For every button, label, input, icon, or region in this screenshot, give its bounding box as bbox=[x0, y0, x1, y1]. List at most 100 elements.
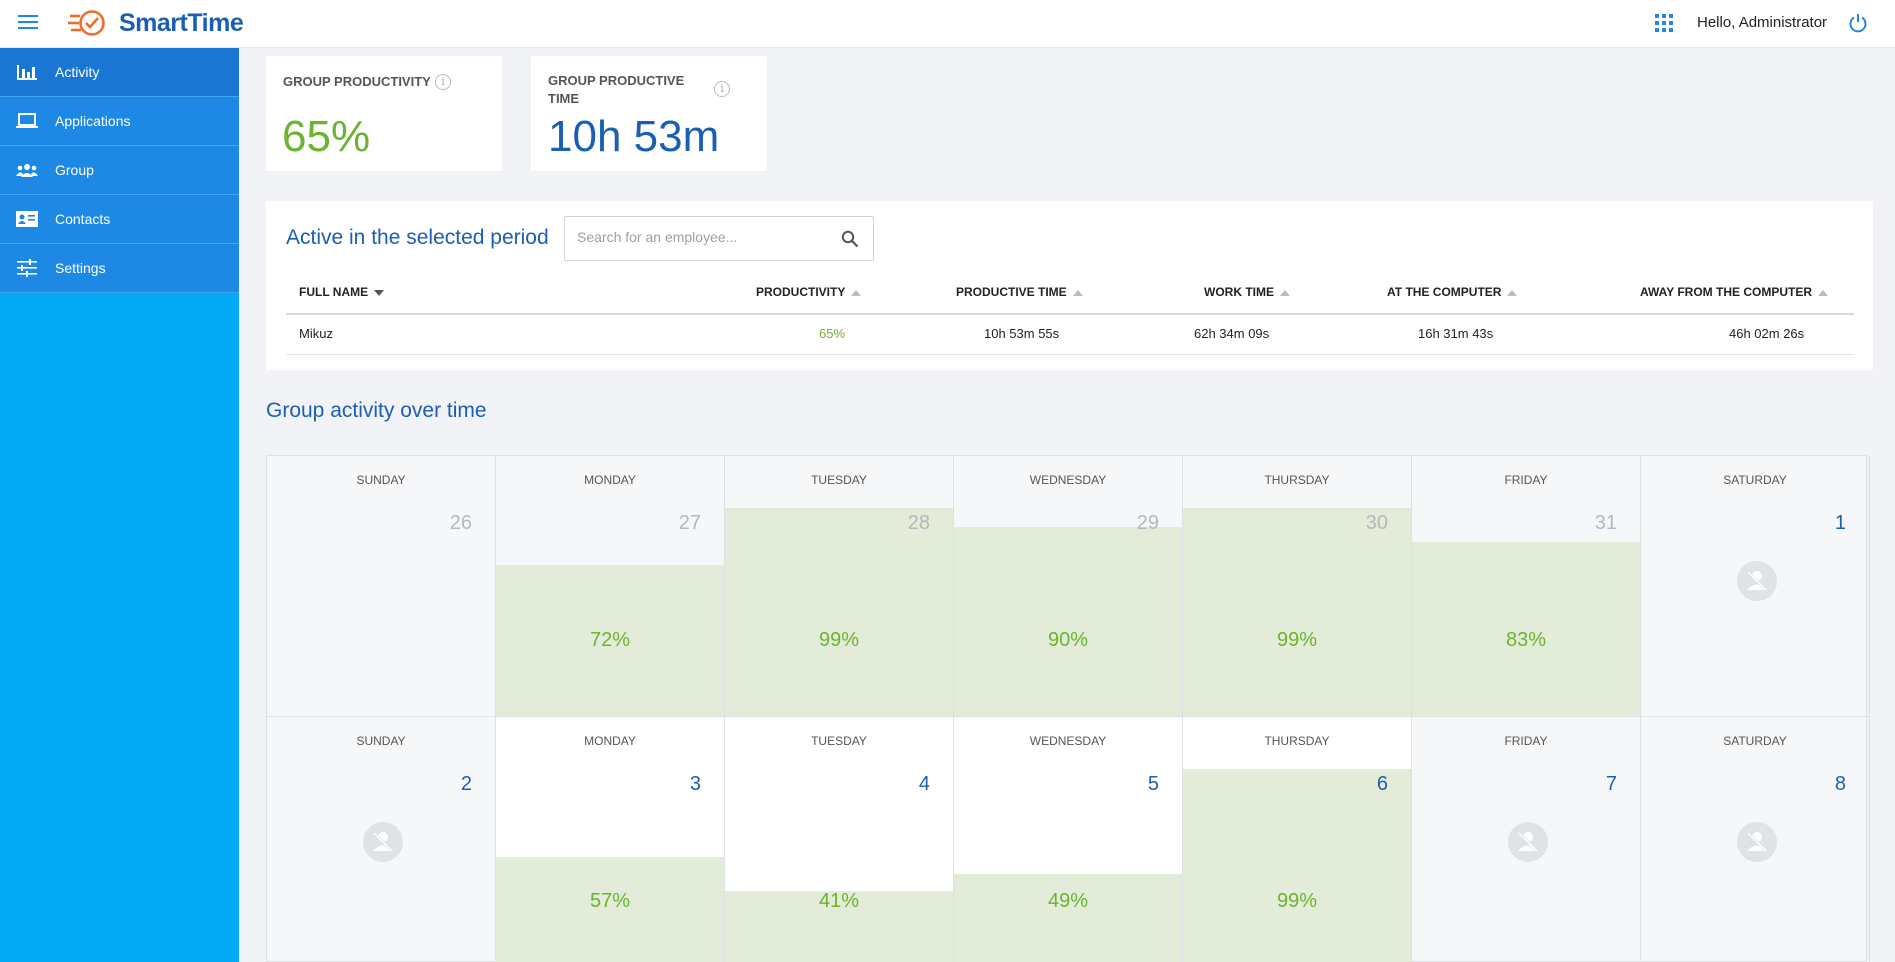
calendar-day-cell[interactable]: FRIDAY 31 83% bbox=[1412, 456, 1641, 717]
info-icon[interactable]: i bbox=[714, 81, 730, 97]
sidebar-item-label: Group bbox=[55, 162, 94, 178]
calendar-day-name: TUESDAY bbox=[811, 734, 867, 748]
calendar-day-cell[interactable]: TUESDAY 28 99% bbox=[725, 456, 954, 717]
productivity-fill bbox=[725, 891, 953, 962]
calendar-day-cell[interactable]: SATURDAY 8 bbox=[1641, 717, 1870, 962]
productivity-fill bbox=[1412, 542, 1640, 716]
calendar-day-name: THURSDAY bbox=[1264, 473, 1330, 487]
calendar-day-number: 8 bbox=[1834, 773, 1846, 795]
sort-asc-icon bbox=[851, 289, 862, 296]
calendar-day-name: FRIDAY bbox=[1504, 473, 1548, 487]
employee-search bbox=[564, 216, 874, 261]
calendar-day-name: SATURDAY bbox=[1723, 473, 1787, 487]
sidebar-item-contacts[interactable]: Contacts bbox=[0, 195, 239, 244]
sidebar-item-group[interactable]: Group bbox=[0, 146, 239, 195]
cell-productive-time: 10h 53m 55s bbox=[984, 326, 1060, 341]
sidebar-item-label: Applications bbox=[55, 113, 131, 129]
calendar-day-number: 2 bbox=[460, 773, 472, 795]
column-header-work-time[interactable]: WORK TIME bbox=[1204, 285, 1290, 299]
sidebar-item-label: Settings bbox=[55, 260, 106, 276]
productivity-fill bbox=[496, 857, 724, 962]
calendar-day-cell[interactable]: MONDAY 3 57% bbox=[496, 717, 725, 962]
calendar-day-cell[interactable]: SATURDAY 1 bbox=[1641, 456, 1870, 717]
search-icon[interactable] bbox=[841, 230, 859, 248]
calendar-day-cell[interactable]: TUESDAY 4 41% bbox=[725, 717, 954, 962]
calendar-day-number: 30 bbox=[1365, 512, 1388, 534]
sidebar-item-activity[interactable]: Activity bbox=[0, 48, 239, 97]
productivity-fill bbox=[725, 508, 953, 716]
group-productive-time-card: GROUP PRODUCTIVE TIME i 10h 53m bbox=[531, 56, 767, 171]
calendar-day-cell[interactable]: WEDNESDAY 5 49% bbox=[954, 717, 1183, 962]
calendar-day-number: 7 bbox=[1605, 773, 1617, 795]
active-section-title: Active in the selected period bbox=[286, 226, 549, 249]
contact-card-icon bbox=[16, 211, 38, 227]
cell-full-name[interactable]: Mikuz bbox=[299, 326, 333, 341]
productivity-fill bbox=[1183, 769, 1411, 962]
sort-asc-icon bbox=[1072, 289, 1083, 296]
calendar-day-number: 28 bbox=[907, 512, 930, 534]
calendar-day-cell[interactable]: THURSDAY 6 99% bbox=[1183, 717, 1412, 962]
calendar-day-productivity: 83% bbox=[1505, 629, 1547, 651]
calendar-day-cell[interactable]: SUNDAY 2 bbox=[267, 717, 496, 962]
calendar-day-number: 1 bbox=[1834, 512, 1846, 534]
brand-name: SmartTime bbox=[119, 9, 244, 37]
card-label: GROUP PRODUCTIVE TIME bbox=[548, 73, 685, 106]
calendar-day-number: 26 bbox=[449, 512, 472, 534]
calendar-day-number: 27 bbox=[678, 512, 701, 534]
calendar-day-productivity: 90% bbox=[1047, 629, 1089, 651]
productivity-fill bbox=[496, 565, 724, 716]
sort-asc-icon bbox=[1818, 289, 1829, 296]
apps-grid-icon[interactable] bbox=[1655, 14, 1673, 32]
laptop-icon bbox=[16, 113, 38, 128]
calendar-day-name: MONDAY bbox=[584, 734, 636, 748]
calendar-day-number: 4 bbox=[918, 773, 930, 795]
sidebar-item-applications[interactable]: Applications bbox=[0, 97, 239, 146]
calendar-day-number: 5 bbox=[1147, 773, 1159, 795]
sidebar-item-label: Activity bbox=[55, 64, 100, 80]
no-activity-user-icon bbox=[1737, 561, 1777, 601]
calendar-day-productivity: 57% bbox=[589, 890, 631, 912]
calendar-day-cell[interactable]: WEDNESDAY 29 90% bbox=[954, 456, 1183, 717]
group-productivity-value: 65% bbox=[282, 112, 371, 161]
column-header-away[interactable]: AWAY FROM THE COMPUTER bbox=[1640, 285, 1829, 299]
active-employees-card bbox=[266, 201, 1873, 370]
calendar-day-number: 6 bbox=[1376, 773, 1388, 795]
column-header-productive-time[interactable]: PRODUCTIVE TIME bbox=[956, 285, 1083, 299]
calendar-day-number: 3 bbox=[689, 773, 701, 795]
calendar-day-number: 29 bbox=[1136, 512, 1159, 534]
calendar-day-productivity: 72% bbox=[589, 629, 631, 651]
calendar-section-title: Group activity over time bbox=[266, 399, 487, 422]
sidebar-item-settings[interactable]: Settings bbox=[0, 244, 239, 293]
top-bar: SmartTime Hello, Administrator bbox=[0, 0, 1895, 48]
calendar-day-cell[interactable]: THURSDAY 30 99% bbox=[1183, 456, 1412, 717]
sidebar: Activity Applications Group Contacts Set… bbox=[0, 48, 239, 962]
calendar-day-name: THURSDAY bbox=[1264, 734, 1330, 748]
user-greeting: Hello, Administrator bbox=[1697, 14, 1828, 31]
search-input[interactable] bbox=[577, 229, 827, 245]
productivity-fill bbox=[1183, 508, 1411, 716]
calendar-day-name: TUESDAY bbox=[811, 473, 867, 487]
calendar-day-cell[interactable]: MONDAY 27 72% bbox=[496, 456, 725, 717]
column-header-at-computer[interactable]: AT THE COMPUTER bbox=[1387, 285, 1518, 299]
cell-productivity: 65% bbox=[819, 326, 846, 341]
calendar-day-cell[interactable]: FRIDAY 7 bbox=[1412, 717, 1641, 962]
hamburger-icon[interactable] bbox=[18, 15, 38, 31]
power-icon[interactable] bbox=[1848, 13, 1868, 33]
calendar-day-productivity: 99% bbox=[818, 629, 860, 651]
calendar-day-productivity: 99% bbox=[1276, 629, 1318, 651]
calendar-day-name: FRIDAY bbox=[1504, 734, 1548, 748]
productivity-fill bbox=[954, 527, 1182, 716]
calendar-day-cell[interactable]: SUNDAY 26 bbox=[267, 456, 496, 717]
logo-icon bbox=[68, 10, 105, 36]
calendar-day-name: SATURDAY bbox=[1723, 734, 1787, 748]
info-icon[interactable]: i bbox=[435, 74, 451, 90]
column-header-full-name[interactable]: FULL NAME bbox=[299, 285, 385, 299]
group-productivity-card: GROUP PRODUCTIVITY i 65% bbox=[266, 56, 502, 171]
cell-away: 46h 02m 26s bbox=[1729, 326, 1805, 341]
cell-work-time: 62h 34m 09s bbox=[1194, 326, 1270, 341]
productivity-fill bbox=[954, 874, 1182, 962]
calendar-day-name: SUNDAY bbox=[356, 734, 406, 748]
column-header-productivity[interactable]: PRODUCTIVITY bbox=[756, 285, 862, 299]
sort-asc-icon bbox=[1280, 289, 1290, 296]
table-row-divider bbox=[286, 354, 1854, 355]
